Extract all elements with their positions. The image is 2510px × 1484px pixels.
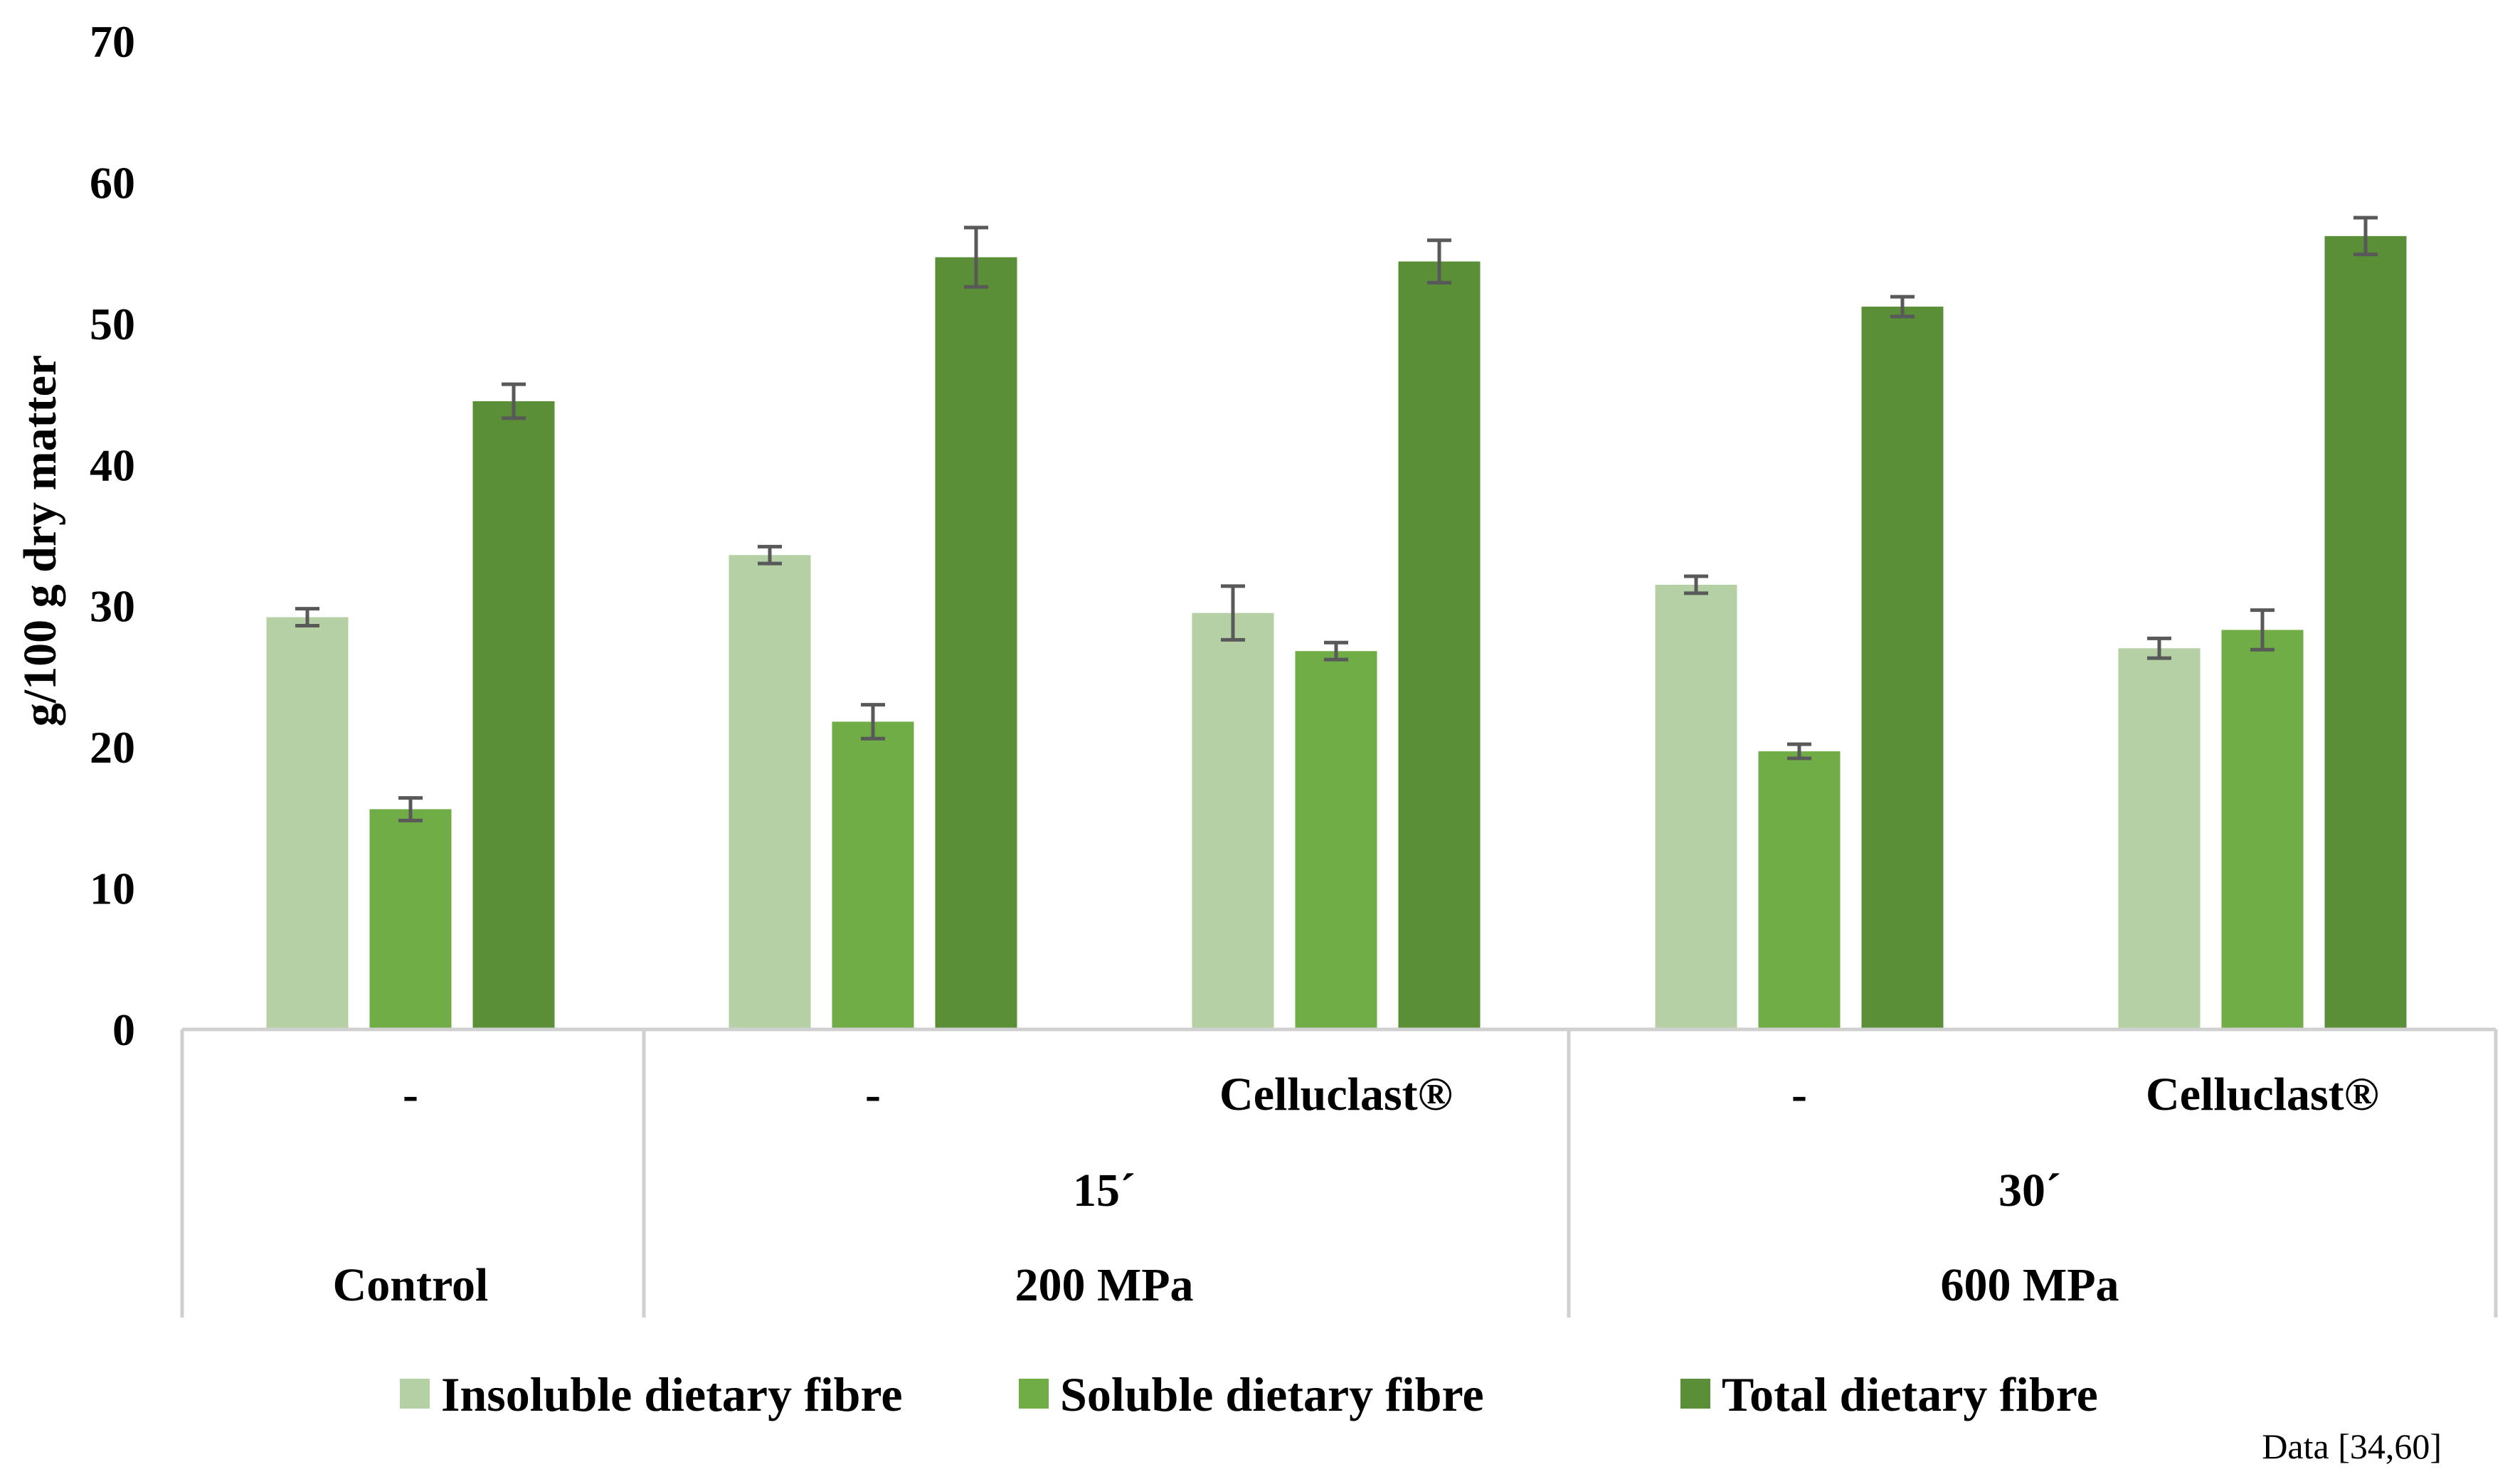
category-level1-label: -	[403, 1069, 418, 1120]
error-bar	[2250, 608, 2275, 652]
legend-label: Insoluble dietary fibre	[441, 1367, 903, 1421]
error-bar	[2147, 636, 2171, 660]
legend-item: Total dietary fibre	[1680, 1367, 2098, 1421]
legend-item: Insoluble dietary fibre	[400, 1367, 903, 1421]
bar	[1295, 651, 1377, 1029]
error-bar	[295, 607, 319, 627]
y-tick-label: 70	[90, 16, 135, 67]
error-bar	[398, 796, 423, 822]
error-bar	[502, 382, 526, 420]
error-bar	[861, 703, 885, 741]
legend-swatch	[1680, 1379, 1710, 1409]
error-bar	[1427, 238, 1451, 285]
category-level1-label: Celluclast®	[1219, 1069, 1453, 1120]
category-level1-label: Celluclast®	[2146, 1069, 2379, 1120]
y-tick-label: 20	[90, 722, 135, 773]
y-tick-label: 60	[90, 157, 135, 208]
category-level3-label: 600 MPa	[1940, 1259, 2119, 1311]
bar	[1398, 261, 1481, 1029]
y-tick-label: 0	[112, 1005, 135, 1055]
bar	[729, 555, 811, 1029]
category-axis	[180, 1027, 2498, 1318]
bar	[2118, 648, 2201, 1029]
legend: Insoluble dietary fibre Soluble dietary f…	[400, 1367, 2098, 1421]
category-level2-label: 15´	[1073, 1165, 1135, 1217]
category-level1-label: -	[865, 1069, 881, 1120]
error-bar	[1324, 640, 1348, 662]
legend-swatch	[400, 1379, 430, 1409]
y-tick-label: 30	[90, 581, 135, 632]
legend-item: Soluble dietary fibre	[1019, 1367, 1484, 1421]
category-level3-label: 200 MPa	[1015, 1259, 1193, 1311]
bar-series	[266, 235, 2407, 1029]
bar	[2324, 235, 2407, 1029]
bar	[1758, 751, 1841, 1029]
source-note: Data [34,60]	[2262, 1426, 2442, 1466]
error-bar	[1684, 574, 1708, 595]
error-bar	[1890, 295, 1915, 319]
y-axis-ticks: 0 10 20 30 40 50 60 70	[90, 16, 135, 1055]
error-bar	[1787, 742, 1811, 760]
bar	[1192, 613, 1274, 1029]
error-bar	[964, 226, 988, 289]
y-tick-label: 50	[90, 299, 135, 349]
legend-swatch	[1019, 1379, 1049, 1409]
y-axis-label: g/100 g dry matter	[14, 355, 66, 726]
y-tick-label: 10	[90, 864, 135, 914]
bar	[832, 721, 914, 1029]
legend-label: Soluble dietary fibre	[1060, 1367, 1484, 1421]
bar	[2221, 630, 2304, 1029]
bar	[472, 401, 555, 1029]
category-level2-label: 30´	[1998, 1165, 2061, 1217]
bar	[369, 809, 452, 1029]
error-bars	[295, 216, 2378, 822]
error-bar	[758, 544, 782, 566]
category-level1-label: -	[1791, 1069, 1807, 1120]
category-labels: - - Celluclast® - Celluclast® 15´ 30´ Control 20…	[333, 1069, 2379, 1311]
error-bar	[1221, 584, 1245, 642]
bar	[1861, 307, 1944, 1029]
legend-label: Total dietary fibre	[1722, 1367, 2098, 1421]
category-level3-label: Control	[333, 1259, 489, 1311]
bar	[266, 617, 349, 1029]
error-bar	[2353, 216, 2378, 257]
bar	[935, 257, 1017, 1029]
bar	[1655, 584, 1737, 1029]
y-tick-label: 40	[90, 440, 135, 490]
